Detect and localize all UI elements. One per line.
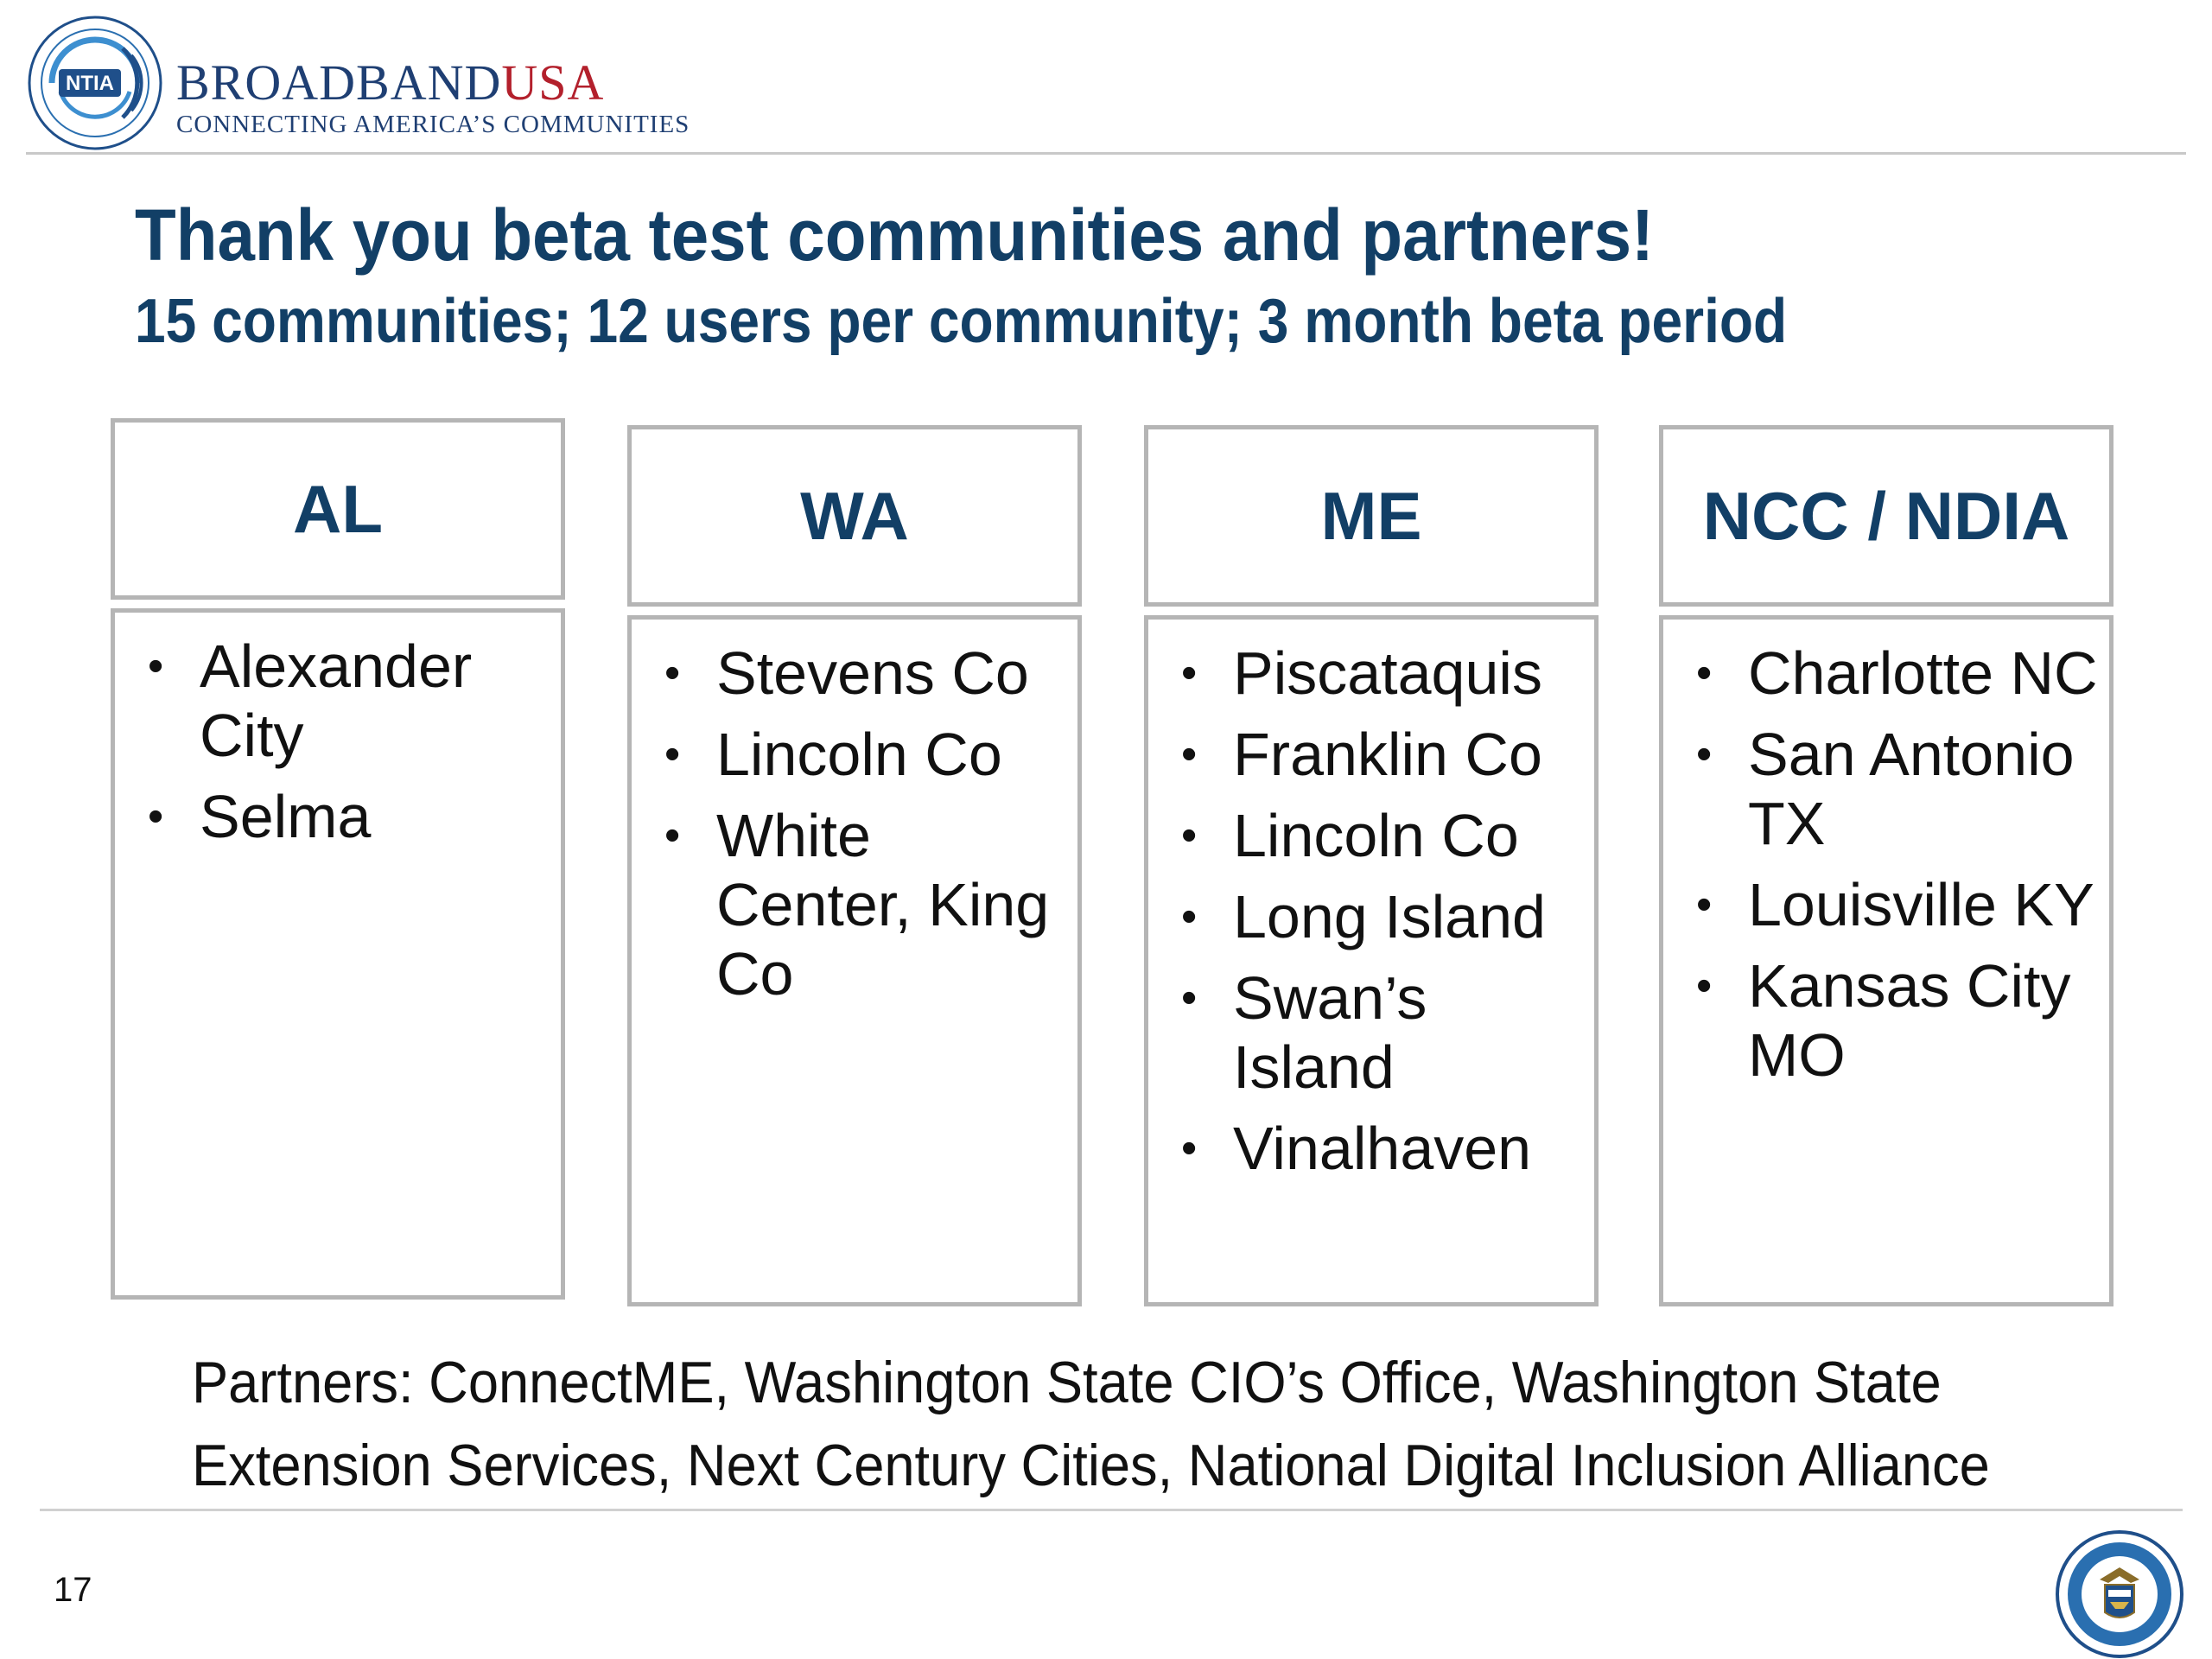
- list-item: • Kansas City MO: [1696, 952, 2071, 1089]
- list-item: • Stevens Co: [664, 639, 1029, 707]
- list-item: • Long Island: [1181, 883, 1546, 950]
- bullet-icon: •: [1181, 973, 1198, 1023]
- list-item: • Swan’s Island: [1181, 964, 1427, 1101]
- header-divider: [26, 152, 2186, 155]
- bullet-icon: •: [1696, 880, 1713, 930]
- svg-text:NTIA: NTIA: [66, 72, 114, 95]
- list-item: • Vinalhaven: [1181, 1115, 1532, 1182]
- brand-lockup: BROADBANDUSA CONNECTING AMERICA’S COMMUN…: [176, 55, 690, 139]
- bullet-icon: •: [1181, 892, 1198, 942]
- bullet-icon: •: [1181, 810, 1198, 861]
- list-item: • Lincoln Co: [1181, 802, 1519, 869]
- community-list: • Charlotte NC • San Antonio TX • Louisvill…: [1663, 639, 2109, 1090]
- brand-wordmark-part1: BROADBAND: [176, 54, 502, 111]
- bullet-icon: •: [1696, 961, 1713, 1011]
- page-number: 17: [54, 1571, 92, 1609]
- column-heading: WA: [627, 425, 1082, 607]
- list-item: • White Center, King Co: [664, 802, 1050, 1007]
- column-body: • Stevens Co • Lincoln Co • White Center, K…: [627, 615, 1082, 1306]
- list-item: • Selma: [148, 783, 372, 850]
- slide-subtitle: 15 communities; 12 users per community; …: [135, 287, 1788, 356]
- community-list: • Piscataquis • Franklin Co • Lincoln Co • L…: [1148, 639, 1594, 1183]
- brand-wordmark-part2: USA: [501, 54, 605, 111]
- bullet-icon: •: [1181, 1123, 1198, 1173]
- column-body: • Piscataquis • Franklin Co • Lincoln Co • L…: [1144, 615, 1599, 1306]
- brand-wordmark: BROADBANDUSA: [176, 55, 690, 111]
- brand-tagline: CONNECTING AMERICA’S COMMUNITIES: [176, 111, 690, 138]
- list-item: • Franklin Co: [1181, 721, 1542, 788]
- column-heading: ME: [1144, 425, 1599, 607]
- bullet-icon: •: [148, 641, 164, 691]
- bullet-icon: •: [148, 791, 164, 842]
- list-item: • Lincoln Co: [664, 721, 1002, 788]
- list-item: • San Antonio TX: [1696, 721, 2075, 857]
- bullet-icon: •: [664, 810, 681, 861]
- bullet-icon: •: [1181, 729, 1198, 779]
- bullet-icon: •: [664, 648, 681, 698]
- list-item: • Alexander City: [148, 632, 473, 769]
- list-item: • Louisville KY: [1696, 871, 2094, 938]
- department-of-commerce-seal-icon: [2056, 1530, 2183, 1658]
- column-heading: AL: [111, 418, 565, 600]
- bullet-icon: •: [664, 729, 681, 779]
- bullet-icon: •: [1696, 648, 1713, 698]
- ntia-logo-icon: NTIA: [28, 16, 162, 150]
- community-list: • Alexander City • Selma: [115, 632, 561, 851]
- column-heading: NCC / NDIA: [1659, 425, 2113, 607]
- partners-text: Partners: ConnectME, Washington State CI…: [192, 1350, 1990, 1498]
- footer-divider: [40, 1509, 2183, 1511]
- list-item: • Piscataquis: [1181, 639, 1542, 707]
- column-body: • Alexander City • Selma: [111, 608, 565, 1300]
- bullet-icon: •: [1696, 729, 1713, 779]
- bullet-icon: •: [1181, 648, 1198, 698]
- community-list: • Stevens Co • Lincoln Co • White Center, K…: [632, 639, 1077, 1008]
- column-body: • Charlotte NC • San Antonio TX • Louisvill…: [1659, 615, 2113, 1306]
- slide-title: Thank you beta test communities and part…: [135, 194, 1655, 276]
- list-item: • Charlotte NC: [1696, 639, 2098, 707]
